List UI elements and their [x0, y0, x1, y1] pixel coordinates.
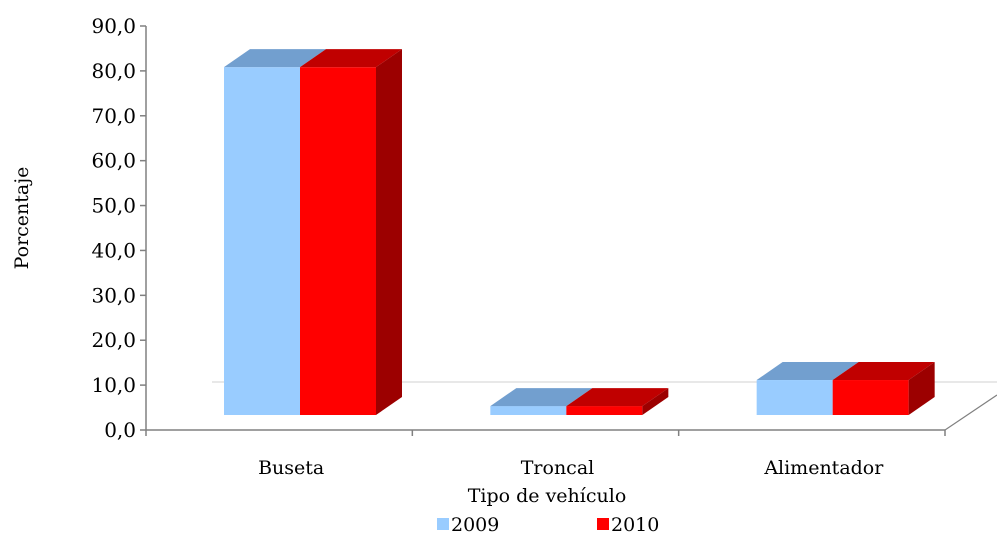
bar-2010-troncal: [566, 406, 643, 415]
category-label-alimentador: Alimentador: [763, 457, 884, 479]
y-tick-label: 50,0: [91, 194, 136, 218]
chart-axes: [140, 25, 946, 436]
bar-top-2009-troncal: [490, 388, 593, 407]
legend-swatch-2009: [437, 518, 449, 530]
bar-top-2010-alimentador: [832, 362, 935, 381]
bar-2009-alimentador: [756, 380, 833, 415]
y-axis-title: Porcentaje: [11, 167, 33, 270]
bar-2010-buseta: [300, 67, 376, 416]
legend: 2009 2010: [437, 514, 659, 534]
bar-side-2010-buseta: [376, 49, 402, 416]
bar-top-2009-buseta: [224, 49, 326, 68]
bar-2009-buseta: [224, 67, 300, 416]
bar-2010-alimentador: [832, 380, 909, 415]
category-label-buseta: Buseta: [258, 457, 324, 479]
floor-side-edge: [944, 394, 997, 431]
bar-top-2009-alimentador: [756, 362, 859, 381]
legend-label-2010: 2010: [611, 514, 659, 534]
y-tick-label: 40,0: [91, 238, 136, 262]
y-tick-label: 80,0: [91, 59, 136, 83]
bar-side-2010-troncal: [642, 388, 669, 415]
y-tick-label: 60,0: [91, 149, 136, 173]
category-label-troncal: Troncal: [521, 457, 594, 479]
y-tick-label: 90,0: [91, 14, 136, 38]
x-axis-title: Tipo de vehículo: [468, 485, 627, 507]
bars: [224, 49, 935, 416]
bar-top-2010-troncal: [566, 388, 669, 407]
y-tick-labels: 0,0 10,0 20,0 30,0 40,0 50,0 60,0 70,0 80,0 90,0: [91, 14, 136, 442]
legend-swatch-2010: [597, 518, 609, 530]
category-labels: Buseta Troncal Alimentador: [258, 457, 884, 479]
legend-label-2009: 2009: [451, 514, 499, 534]
y-tick-label: 0,0: [104, 418, 136, 442]
y-tick-label: 70,0: [91, 104, 136, 128]
y-tick-label: 30,0: [91, 283, 136, 307]
bar-top-2010-buseta: [300, 49, 402, 68]
bar-2009-troncal: [490, 406, 567, 415]
y-tick-label: 10,0: [91, 373, 136, 397]
y-tick-label: 20,0: [91, 328, 136, 352]
bar-side-2010-alimentador: [908, 362, 935, 415]
